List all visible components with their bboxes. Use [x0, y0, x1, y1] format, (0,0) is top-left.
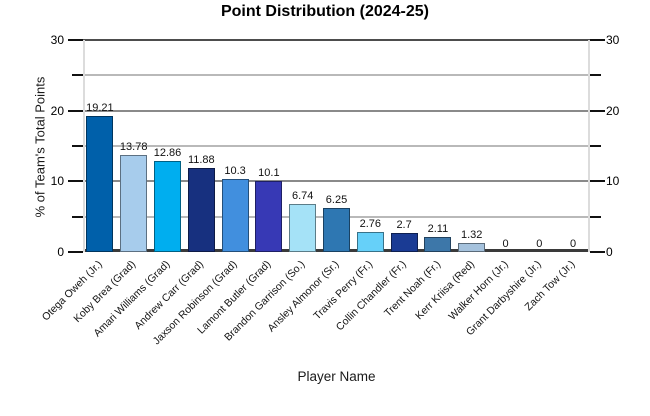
bar-value-label: 6.74	[291, 190, 314, 203]
bar-value-label: 0	[502, 238, 509, 250]
gridline-major	[83, 109, 590, 112]
bar	[390, 232, 418, 252]
bar-value-label: 10.3	[224, 165, 246, 178]
y-tick-left	[72, 145, 83, 147]
bar	[120, 154, 148, 252]
y-tick-left	[72, 215, 83, 218]
bar-value-label: 2.11	[427, 223, 449, 236]
y-tick-right	[590, 109, 605, 112]
y-tick-label-left: 10	[50, 174, 64, 189]
bar	[187, 168, 215, 252]
bar-value-label: 10.1	[258, 166, 280, 179]
y-tick-left	[68, 39, 83, 41]
y-tick-left	[68, 180, 83, 183]
y-axis-title: % of Team's Total Points	[32, 76, 48, 218]
bar	[86, 116, 114, 252]
y-tick-right	[590, 215, 601, 218]
bar-value-label: 12.86	[153, 147, 182, 160]
y-tick-label-right: 20	[606, 103, 620, 118]
chart-title: Point Distribution (2024-25)	[220, 3, 430, 20]
y-tick-label-right: 0	[606, 245, 613, 259]
bar	[154, 161, 181, 252]
plot-right-border	[588, 40, 590, 252]
y-tick-left	[68, 109, 83, 112]
y-tick-right	[590, 145, 601, 147]
bar-value-label: 11.88	[187, 154, 215, 167]
bar-value-label: 0	[536, 238, 543, 250]
y-tick-left	[72, 74, 83, 77]
bar-value-label: 19.21	[86, 102, 114, 115]
bar	[458, 242, 486, 252]
y-tick-right	[590, 74, 601, 77]
y-tick-right	[590, 39, 605, 41]
y-tick-label-left: 0	[57, 245, 64, 259]
bar-value-label: 13.78	[119, 140, 148, 153]
gridline-top	[83, 39, 590, 41]
y-tick-label-right: 10	[606, 174, 620, 189]
bar	[356, 232, 384, 252]
x-tick-label: Walker Horn (Jr.)	[445, 258, 511, 323]
bar-value-label: 1.32	[460, 228, 483, 241]
bar-value-label: 6.25	[325, 193, 348, 206]
y-tick-label-left: 20	[50, 103, 64, 118]
bar	[424, 237, 452, 252]
bar-value-label: 2.7	[396, 218, 412, 231]
y-tick-right	[590, 180, 605, 183]
y-tick-right	[590, 251, 605, 253]
bar	[221, 179, 249, 252]
bar	[255, 180, 283, 252]
y-tick-left	[68, 251, 83, 253]
gridline-minor	[83, 145, 590, 147]
bar	[323, 207, 350, 252]
gridline-major	[83, 180, 590, 183]
bar	[289, 204, 317, 252]
plot-left-border	[83, 40, 85, 252]
y-tick-label-right: 30	[606, 33, 620, 47]
x-axis-title: Player Name	[297, 369, 376, 384]
bar-value-label: 2.76	[359, 218, 381, 231]
y-tick-label-left: 30	[50, 33, 64, 47]
gridline-minor	[83, 74, 590, 77]
bar-value-label: 0	[570, 238, 577, 250]
